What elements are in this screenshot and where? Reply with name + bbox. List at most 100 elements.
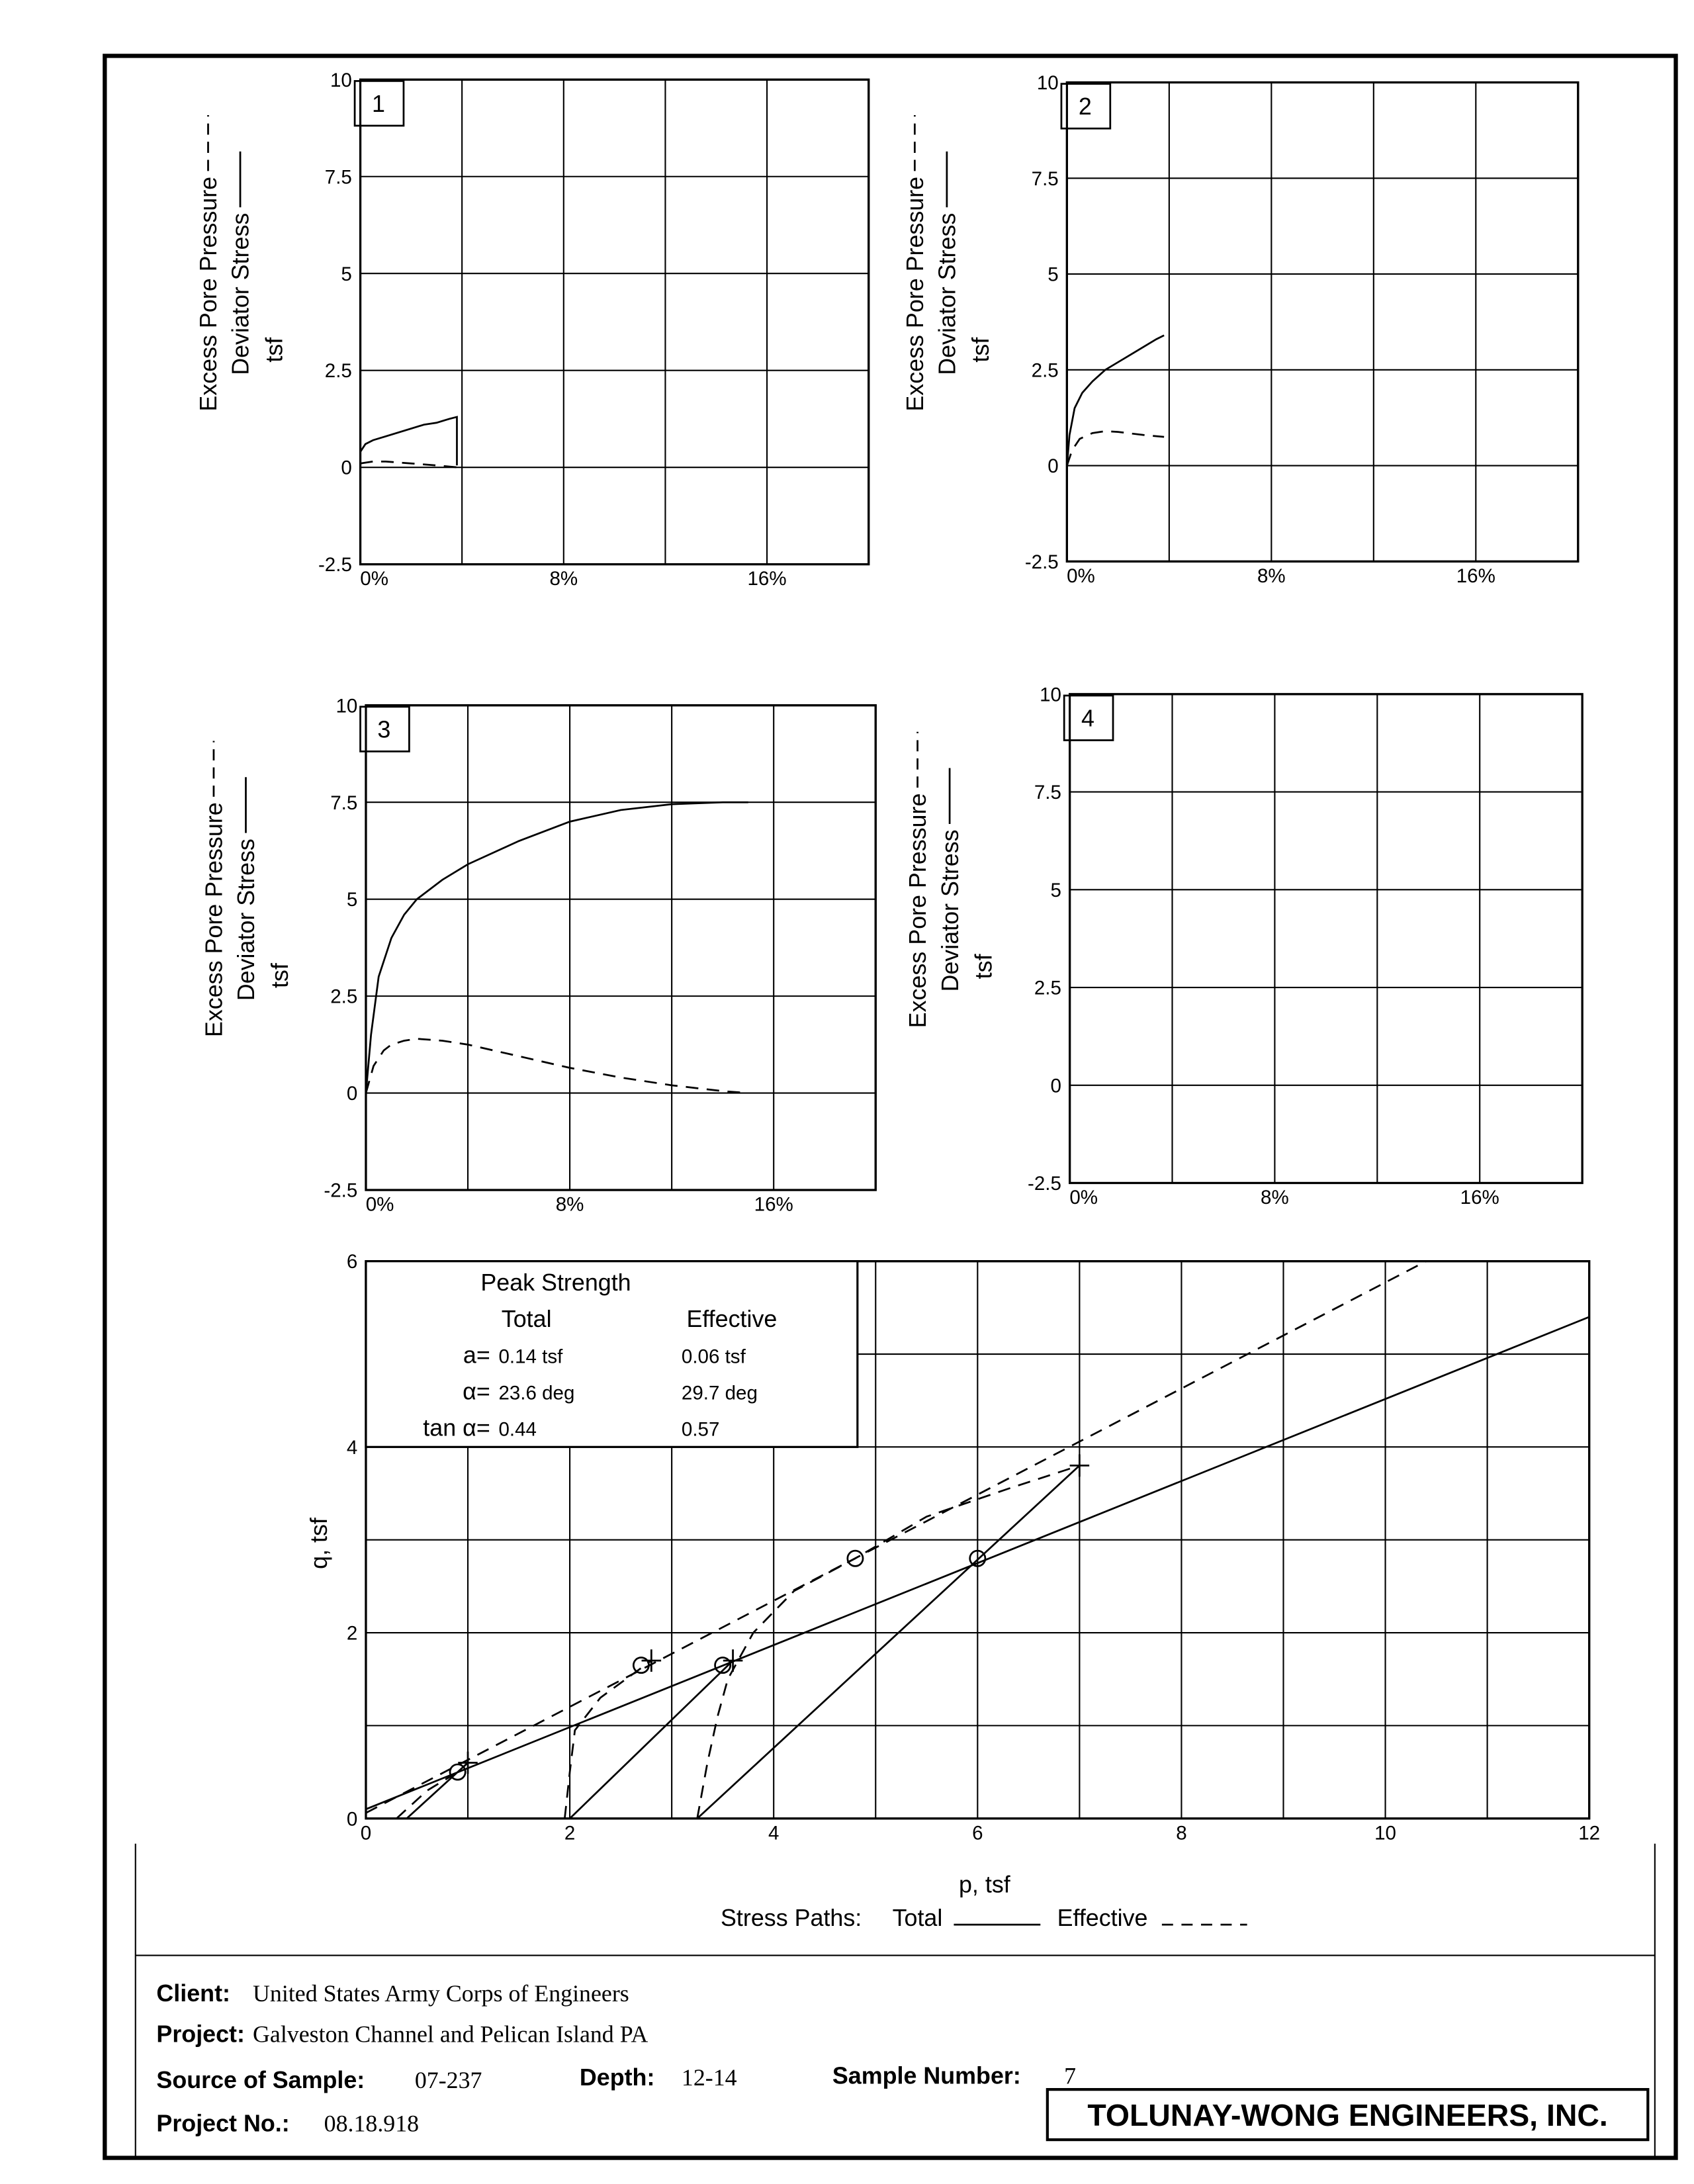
client: United States Army Corps of Engineers: [253, 1980, 629, 2007]
plot-border: [359, 78, 870, 566]
plot-border: [365, 704, 877, 1191]
y-tick-label: 2.5: [325, 360, 352, 382]
company: TOLUNAY-WONG ENGINEERS, INC.: [1087, 2098, 1607, 2132]
company-box: [1046, 2088, 1650, 2142]
plot-border: [1065, 81, 1580, 563]
table-title: Peak Strength: [480, 1269, 631, 1296]
project: Galveston Channel and Pelican Island PA: [253, 2021, 648, 2047]
plot-area: [1069, 693, 1583, 1185]
marker-circle: [632, 1657, 650, 1674]
y-tick-label: 2.5: [330, 986, 357, 1008]
series-line: [359, 416, 458, 466]
x-tick-label: 8%: [556, 1194, 584, 1216]
y-tick-label: 5: [1051, 880, 1061, 901]
axis-label: Deviator Stress: [934, 213, 961, 375]
row-label: α=: [463, 1379, 490, 1405]
marker-circle: [969, 1549, 987, 1567]
axis-unit: tsf: [261, 337, 287, 363]
y-tick-label: 7.5: [1034, 782, 1061, 803]
legend-entry: Total: [893, 1905, 943, 1931]
marker-circle: [714, 1657, 732, 1674]
plot-border: [1069, 693, 1583, 1185]
axis-label: Deviator Stress: [228, 213, 254, 375]
y-tick-label: 7.5: [330, 792, 357, 814]
axis-unit: tsf: [967, 337, 994, 363]
y-tick-label: 6: [347, 1251, 357, 1273]
x-tick-label: 0%: [366, 1194, 394, 1216]
x-tick-label: 8: [1176, 1822, 1186, 1844]
x-tick-label: 8%: [549, 568, 578, 590]
x-tick-label: 16%: [754, 1194, 793, 1216]
y-axis-label: q, tsf: [306, 1517, 332, 1569]
y-tick-label: 0: [347, 1083, 357, 1105]
axis-unit: tsf: [970, 953, 997, 979]
x-tick-label: 2: [564, 1822, 575, 1844]
y-tick-label: -2.5: [1025, 551, 1059, 573]
source: 07-237: [415, 2067, 482, 2093]
y-tick-label: 5: [347, 889, 357, 911]
outer-frame: [103, 54, 1678, 2160]
depth: 12-14: [682, 2064, 737, 2091]
y-tick-label: 0: [347, 1808, 357, 1830]
series-line: [365, 1316, 1590, 1819]
panel-number: 3: [377, 716, 390, 743]
x-tick-label: 16%: [1460, 1187, 1499, 1208]
x-tick-label: 0: [361, 1822, 371, 1844]
panel-number: 2: [1079, 93, 1092, 120]
x-tick-label: 8%: [1257, 565, 1286, 587]
plot-area: [365, 704, 877, 1191]
project-label: Project:: [156, 2021, 245, 2047]
y-tick-label: 7.5: [325, 166, 352, 188]
y-tick-label: 10: [335, 695, 357, 717]
x-tick-label: 4: [768, 1822, 779, 1844]
marker-plus: [723, 1649, 743, 1672]
panel-box: [1060, 83, 1112, 130]
y-tick-label: 0: [1051, 1075, 1061, 1097]
plot-border: [365, 1260, 1591, 1820]
y-tick-label: 2.5: [1034, 978, 1061, 999]
y-tick-label: 10: [1037, 72, 1059, 94]
y-tick-label: 0: [1048, 455, 1058, 477]
cell: 29.7 deg: [682, 1383, 758, 1404]
legend-title: Stress Paths:: [721, 1905, 862, 1931]
peak-table-box: [365, 1260, 859, 1448]
y-tick-label: 10: [330, 69, 352, 91]
row-label: tan α=: [423, 1414, 490, 1441]
axis-label: Excess Pore Pressure: [905, 794, 931, 1028]
x-tick-label: 16%: [748, 568, 787, 590]
y-tick-label: 2: [347, 1623, 357, 1645]
axis-label: Deviator Stress: [233, 839, 259, 1001]
y-tick-label: 10: [1040, 684, 1061, 705]
panel-box: [1063, 694, 1114, 741]
axis-label: Excess Pore Pressure: [195, 177, 222, 412]
marker-circle: [449, 1763, 467, 1781]
marker-plus: [641, 1649, 662, 1672]
sample-label: Sample Number:: [832, 2063, 1021, 2089]
y-tick-label: 4: [347, 1437, 357, 1459]
marker-plus: [1069, 1454, 1090, 1477]
project-no: 08.18.918: [324, 2110, 419, 2136]
x-axis-label: p, tsf: [959, 1872, 1011, 1898]
series-line: [1066, 334, 1165, 466]
axis-unit: tsf: [267, 962, 293, 988]
x-tick-label: 6: [972, 1822, 983, 1844]
legend-entry: Effective: [1057, 1905, 1148, 1931]
cell: 0.57: [682, 1418, 719, 1440]
cell: 0.14 tsf: [498, 1346, 563, 1368]
project-no-label: Project No.:: [156, 2110, 289, 2136]
series-line: [360, 460, 457, 469]
marker-circle: [846, 1549, 864, 1567]
y-tick-label: 0: [341, 457, 351, 479]
series-line: [365, 1038, 748, 1094]
x-tick-label: 0%: [1069, 1187, 1098, 1208]
table-header: Total: [502, 1306, 552, 1332]
series-line: [1066, 430, 1165, 467]
depth-label: Depth:: [580, 2064, 655, 2091]
y-tick-label: 5: [341, 263, 351, 285]
y-tick-label: -2.5: [324, 1180, 357, 1202]
plot-area: [359, 78, 870, 566]
row-label: a=: [463, 1342, 490, 1369]
cell: 0.44: [498, 1418, 536, 1440]
panel-number: 4: [1081, 705, 1094, 731]
table-header: Effective: [686, 1306, 777, 1332]
